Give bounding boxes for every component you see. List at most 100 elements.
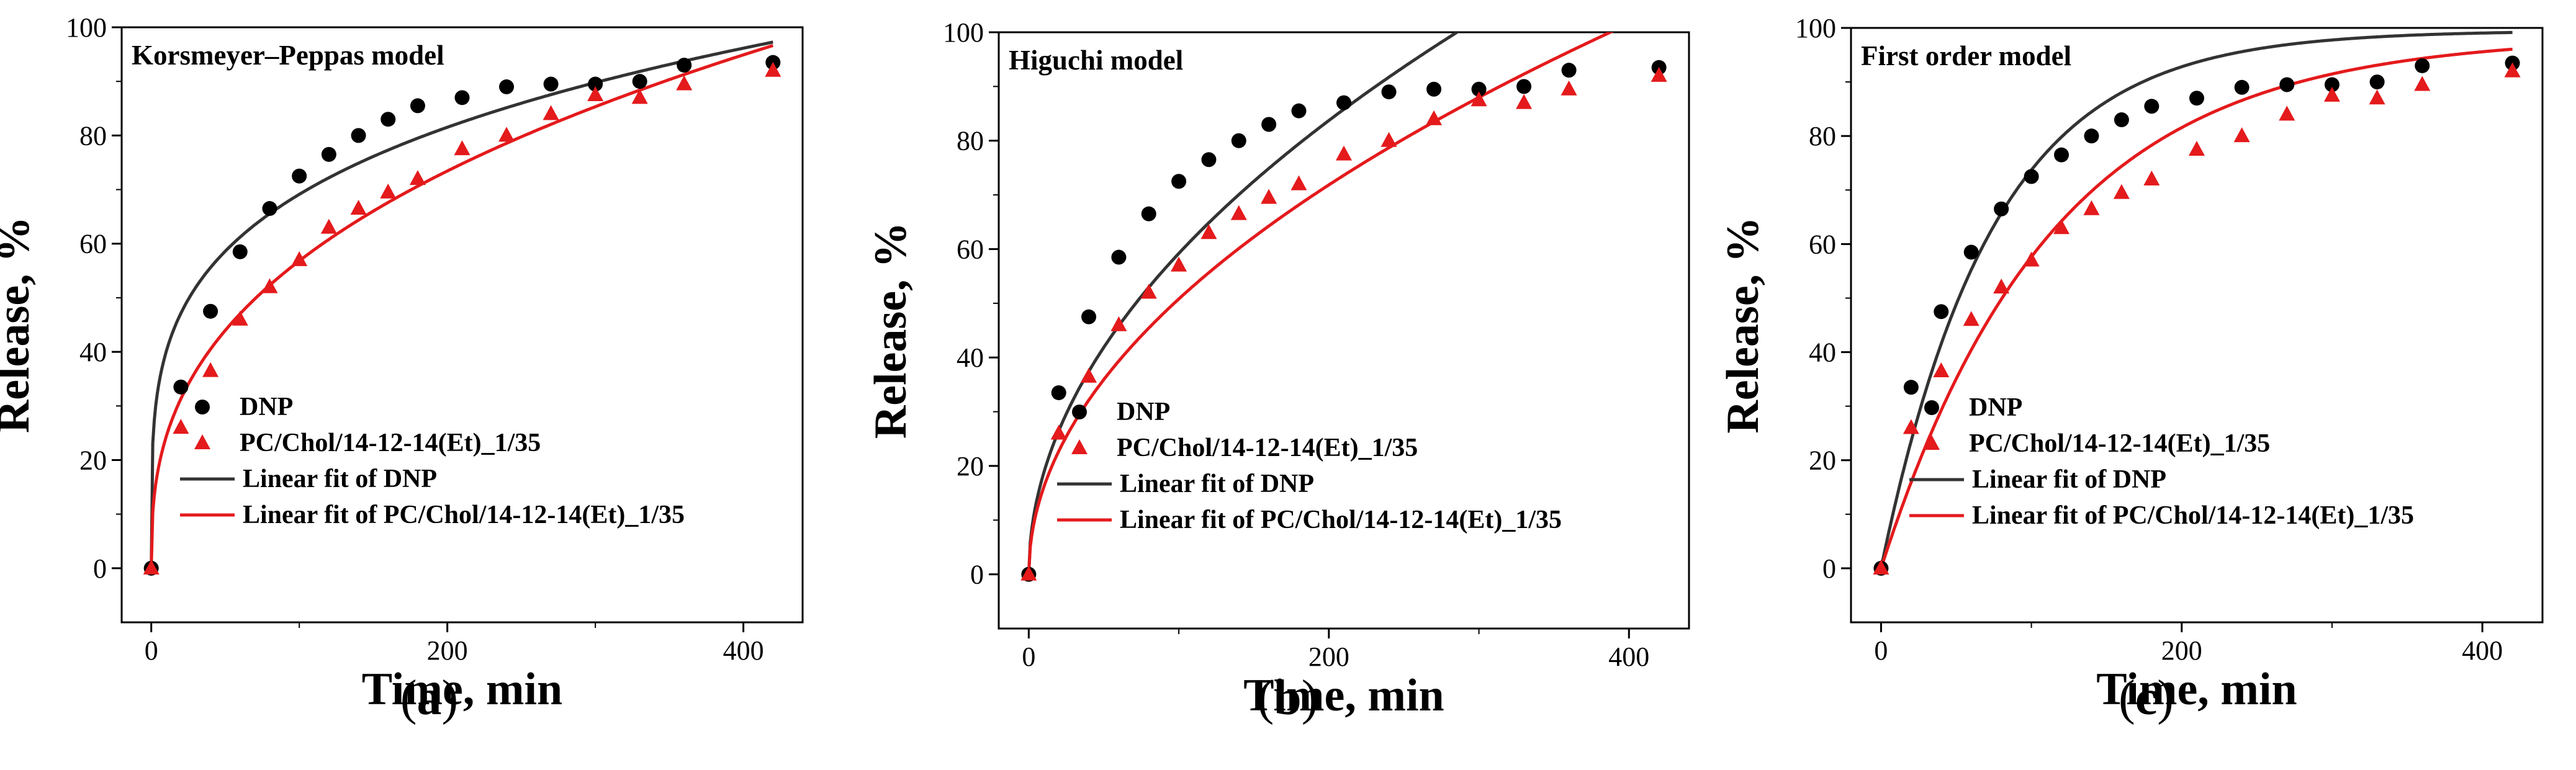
data-point-pc-chol [1873,559,1889,575]
data-point-pc-chol [1380,132,1397,147]
data-point-pc-chol [2143,170,2160,186]
x-tick-label: 400 [2462,635,2503,666]
x-tick-label: 0 [1874,635,1888,666]
chart-a: 0 20 40 60 80 100 0 200 400 Time, min Release, % Ko… [0,12,804,715]
legend-marker-dnp [1924,400,1939,415]
data-point-pc-chol [1336,145,1352,161]
plot-frame [120,26,804,624]
chart-title: Higuchi model [1009,45,1183,76]
data-point-pc-chol [1140,284,1157,299]
data-point-dnp [381,112,396,127]
x-tick-label: 0 [145,635,158,666]
data-point-dnp [2084,128,2099,144]
legend-label: Linear fit of PC/Chol/14-12-14(Et)_1/35 [1972,501,2414,530]
data-point-dnp [2369,74,2385,90]
data-point-pc-chol [2369,89,2385,105]
data-point-dnp [2189,91,2204,106]
y-tick-label: 60 [957,234,984,264]
x-axis-title: Time, min [1243,670,1444,721]
y-tick-label: 100 [943,17,984,48]
data-point-pc-chol [498,127,515,142]
plot-frame [998,31,1690,630]
data-point-pc-chol [454,140,471,156]
data-point-dnp [1516,79,1532,94]
data-point-pc-chol [380,183,397,199]
data-point-dnp [1231,133,1246,148]
y-tick-label: 100 [66,12,107,43]
data-point-pc-chol [409,170,426,186]
data-point-pc-chol [1560,80,1577,96]
y-tick-label: 40 [957,342,984,373]
y-tick-label: 40 [1809,338,1836,368]
data-point-dnp [1336,95,1351,110]
data-point-pc-chol [2323,86,2340,102]
data-point-dnp [2415,58,2430,73]
caption-c: (c) [2119,671,2174,725]
y-tick-label: 0 [1822,553,1836,584]
data-point-dnp [173,379,189,395]
data-point-pc-chol [2504,62,2521,78]
x-axis-title: Time, min [2096,664,2297,715]
data-point-pc-chol [2414,76,2431,91]
legend-label: Linear fit of DNP [1120,470,1314,498]
data-point-dnp [543,76,559,92]
y-tick-label: 0 [970,560,984,590]
data-point-dnp [632,74,647,89]
data-point-pc-chol [291,251,308,266]
data-point-pc-chol [1933,362,1950,378]
chart-c: 0 20 40 60 80 100 0 200 400 Time, min Release, % Fi… [1718,13,2544,715]
legend-marker-pc-chol [1071,439,1088,454]
x-tick-label: 400 [1608,642,1649,672]
data-point-pc-chol [202,362,219,377]
chart-panel-a: 0 20 40 60 80 100 0 200 400 Time, min Release, % Ko… [0,0,858,770]
data-point-pc-chol [676,75,693,91]
data-point-dnp [1051,385,1066,400]
x-tick-label: 400 [723,635,764,666]
legend-label: Linear fit of DNP [243,465,437,493]
data-point-dnp [1934,304,1949,320]
data-point-dnp [2324,77,2340,92]
data-point-dnp [677,58,692,73]
data-point-dnp [2144,99,2159,114]
data-point-dnp [1963,244,1979,260]
data-point-pc-chol [1651,66,1667,82]
y-tick-label: 0 [93,553,107,584]
data-point-dnp [203,303,218,319]
y-tick-label: 100 [1795,13,1836,43]
data-point-dnp [1994,201,2009,217]
fit-line-pc-chol [1880,47,2513,569]
y-axis-title: Release, % [865,222,916,439]
data-point-pc-chol [1516,94,1533,109]
data-point-dnp [232,244,248,259]
y-axis-title: Release, % [0,217,39,433]
legend-marker-dnp [195,400,210,414]
data-point-dnp [1426,81,1442,97]
caption-a: (a) [400,671,459,725]
data-point-dnp [1081,309,1097,325]
data-point-dnp [1561,63,1577,78]
y-tick-label: 60 [79,229,107,259]
data-point-pc-chol [1963,311,1979,326]
x-tick-label: 200 [1308,642,1349,672]
data-point-pc-chol [543,105,559,120]
x-tick-label: 200 [2161,635,2202,666]
chart-panel-b: 0 20 40 60 80 100 0 200 400 Time, min Release, % Hi… [858,0,1717,770]
data-point-pc-chol [1426,110,1443,125]
data-point-pc-chol [2083,200,2100,215]
plot-frame [1850,27,2544,624]
y-tick-label: 80 [1809,121,1836,151]
fit-line-pc-chol [150,44,773,568]
data-point-dnp [588,76,603,92]
y-tick-label: 80 [79,120,107,151]
data-point-pc-chol [1470,91,1487,107]
data-point-dnp [1471,81,1487,97]
data-point-pc-chol [1171,256,1187,272]
legend-label: DNP [240,393,293,421]
data-point-pc-chol [2113,184,2130,199]
y-tick-label: 20 [1809,445,1836,476]
data-point-dnp [1171,174,1187,189]
legend-label: Linear fit of PC/Chol/14-12-14(Et)_1/35 [243,501,685,529]
legend-label: PC/Chol/14-12-14(Et)_1/35 [1969,429,2270,458]
x-tick-label: 0 [1022,642,1035,672]
caption-b: (b) [1257,671,1318,725]
